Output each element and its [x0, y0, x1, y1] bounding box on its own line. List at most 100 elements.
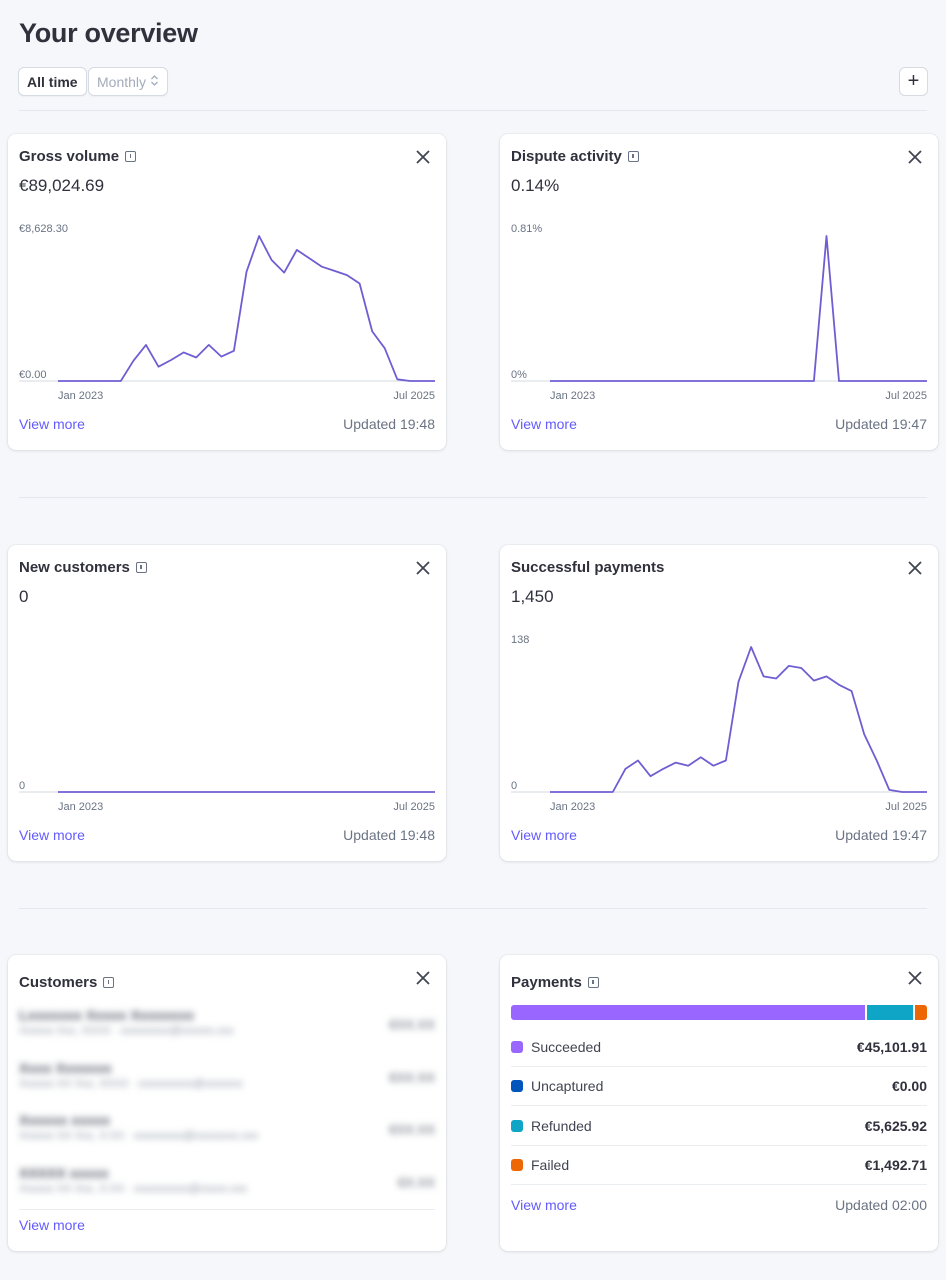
close-icon	[416, 150, 430, 164]
close-icon	[908, 150, 922, 164]
close-card-button[interactable]	[412, 557, 434, 579]
updated-time: Updated 02:00	[835, 1197, 927, 1213]
new-customers-card: New customers 0 0 Jan 2023 Jul 2025 View…	[8, 545, 446, 861]
x-start-label: Jan 2023	[58, 390, 103, 402]
payment-status-row[interactable]: Refunded €5,625.92	[511, 1107, 927, 1146]
series-line	[550, 646, 927, 793]
close-card-button[interactable]	[412, 967, 434, 989]
all-time-filter-button[interactable]: All time	[18, 67, 87, 96]
list-item[interactable]: Xxxx Xxxxxxx Xxxxxx XX Xxx, XXXX · xxxxx…	[19, 1056, 435, 1108]
x-start-label: Jan 2023	[58, 801, 103, 813]
list-item[interactable]: XXXXX xxxxx Xxxxxx XX Xxx, X:XX · xxxxxx…	[19, 1161, 435, 1213]
bar-segment-refunded[interactable]	[867, 1005, 913, 1020]
plus-icon: +	[907, 70, 920, 92]
failed-dot-icon	[511, 1159, 523, 1171]
payment-status-row[interactable]: Failed €1,492.71	[511, 1146, 927, 1185]
view-more-link[interactable]: View more	[511, 827, 577, 843]
close-card-button[interactable]	[904, 557, 926, 579]
blurred-customer-name: Xxxx Xxxxxxx	[19, 1060, 112, 1076]
refunded-dot-icon	[511, 1120, 523, 1132]
payment-status-row[interactable]: Uncaptured €0.00	[511, 1067, 927, 1106]
blurred-customer-amount: €XX.XX	[389, 1070, 435, 1085]
payment-status-label: Failed	[531, 1157, 570, 1173]
y-max-label: €8,628.30	[19, 223, 68, 235]
divider	[19, 908, 927, 909]
close-card-button[interactable]	[904, 146, 926, 168]
y-min-label: 0	[19, 780, 25, 792]
new-customers-chart: 0 Jan 2023 Jul 2025	[19, 780, 435, 813]
period-select[interactable]: Monthly	[88, 67, 169, 96]
blurred-customer-detail: Xxxxxx XX Xxx, X:XX · xxxxxxxxxx@xxxxx.x…	[19, 1183, 248, 1195]
add-widget-button[interactable]: +	[899, 67, 928, 96]
x-start-label: Jan 2023	[550, 390, 595, 402]
y-max-label: 138	[511, 634, 529, 646]
close-card-button[interactable]	[412, 146, 434, 168]
blurred-customer-detail: Xxxxxx Xxx, XXXX · xxxxxxxxx@xxxxxx.xxx	[19, 1025, 234, 1037]
y-min-label: €0.00	[19, 369, 47, 381]
view-more-link[interactable]: View more	[19, 827, 85, 843]
view-more-link[interactable]: View more	[511, 1197, 577, 1213]
view-more-link[interactable]: View more	[511, 416, 577, 432]
card-value: 0.14%	[511, 176, 560, 195]
updated-time: Updated 19:48	[343, 827, 435, 843]
blurred-customer-amount: €XX.XX	[389, 1017, 435, 1032]
list-item[interactable]: Lxxxxxxx Xxxxx Xxxxxxxx Xxxxxx Xxx, XXXX…	[19, 1003, 435, 1055]
divider	[19, 110, 927, 111]
payments-stacked-bar	[511, 1005, 927, 1020]
blurred-customer-amount: €XX.XX	[389, 1122, 435, 1137]
page-title: Your overview	[19, 18, 198, 48]
payment-status-amount: €1,492.71	[864, 1157, 927, 1173]
successful-payments-chart: 138 0 Jan 2023 Jul 2025	[511, 634, 927, 813]
x-end-label: Jul 2025	[885, 390, 927, 402]
card-title: Payments	[511, 974, 582, 991]
card-title: Successful payments	[511, 559, 665, 576]
payment-status-label: Succeeded	[531, 1039, 602, 1055]
card-title: Dispute activity	[511, 148, 622, 165]
view-more-link[interactable]: View more	[19, 416, 85, 432]
period-select-label: Monthly	[97, 73, 147, 90]
payment-status-label: Refunded	[531, 1118, 592, 1134]
info-icon[interactable]	[135, 562, 147, 573]
updated-time: Updated 19:47	[835, 416, 927, 432]
divider	[19, 497, 927, 498]
bar-segment-succeeded[interactable]	[511, 1005, 866, 1020]
dispute-activity-card: Dispute activity 0.14% 0.81% 0% Jan 2023…	[500, 134, 938, 450]
close-icon	[908, 561, 922, 575]
list-item[interactable]: Xxxxxx xxxxx Xxxxxx XX Xxx, X:XX · xxxxx…	[19, 1108, 435, 1160]
all-time-filter-label: All time	[27, 73, 78, 90]
payments-card: Payments Succeeded €45,101.91 Uncaptured…	[500, 955, 938, 1251]
successful-payments-card: Successful payments 1,450 138 0 Jan 2023…	[500, 545, 938, 861]
close-icon	[416, 561, 430, 575]
card-value: 0	[19, 587, 29, 606]
info-icon[interactable]	[103, 977, 115, 988]
series-line	[550, 235, 927, 382]
succeeded-dot-icon	[511, 1041, 523, 1053]
blurred-customer-name: XXXXX xxxxx	[19, 1165, 109, 1181]
blurred-customer-name: Lxxxxxxx Xxxxx Xxxxxxxx	[19, 1007, 195, 1023]
card-value: €89,024.69	[19, 176, 105, 195]
payment-status-label: Uncaptured	[531, 1078, 604, 1094]
payment-status-row[interactable]: Succeeded €45,101.91	[511, 1028, 927, 1067]
info-icon[interactable]	[587, 977, 599, 988]
close-icon	[908, 971, 922, 985]
close-card-button[interactable]	[904, 967, 926, 989]
divider	[19, 1209, 435, 1210]
info-icon[interactable]	[125, 151, 137, 162]
chevron-up-down-icon	[150, 74, 159, 90]
payment-status-amount: €5,625.92	[864, 1118, 927, 1134]
uncaptured-dot-icon	[511, 1080, 523, 1092]
y-min-label: 0%	[511, 369, 527, 381]
payment-status-amount: €0.00	[891, 1078, 927, 1094]
info-icon[interactable]	[627, 151, 639, 162]
customers-card: Customers Lxxxxxxx Xxxxx Xxxxxxxx Xxxxxx…	[8, 955, 446, 1251]
blurred-customer-detail: Xxxxxx XX Xxx, X:XX · xxxxxxxxx@xxxxxxxx…	[19, 1130, 259, 1142]
view-more-link[interactable]: View more	[19, 1217, 85, 1233]
gross-volume-chart: €8,628.30 €0.00 Jan 2023 Jul 2025	[19, 223, 435, 402]
updated-time: Updated 19:48	[343, 416, 435, 432]
card-value: 1,450	[511, 587, 554, 606]
gross-volume-card: Gross volume €89,024.69 €8,628.30 €0.00 …	[8, 134, 446, 450]
blurred-customer-name: Xxxxxx xxxxx	[19, 1112, 111, 1128]
x-end-label: Jul 2025	[393, 801, 435, 813]
y-min-label: 0	[511, 780, 517, 792]
bar-segment-failed[interactable]	[914, 1005, 927, 1020]
